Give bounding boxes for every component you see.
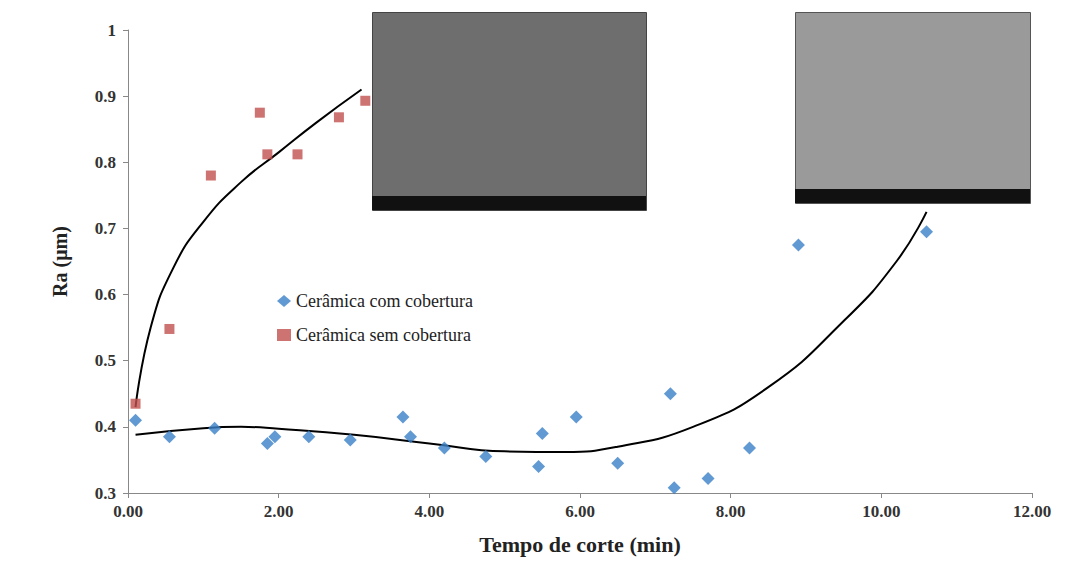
svg-text:Cerâmica com cobertura: Cerâmica com cobertura [296, 291, 473, 311]
svg-text:0.00: 0.00 [113, 502, 143, 521]
svg-text:Tempo de corte (min): Tempo de corte (min) [479, 532, 680, 557]
svg-text:Cerâmica sem cobertura: Cerâmica sem cobertura [296, 325, 471, 345]
svg-text:1: 1 [108, 21, 117, 40]
svg-text:4.00: 4.00 [414, 502, 444, 521]
svg-text:0.3: 0.3 [95, 484, 116, 503]
svg-text:0.4: 0.4 [95, 417, 117, 436]
svg-text:10.00: 10.00 [862, 502, 900, 521]
svg-text:0.8: 0.8 [95, 153, 116, 172]
svg-text:0.5: 0.5 [95, 351, 116, 370]
svg-text:0.9: 0.9 [95, 87, 116, 106]
svg-text:Ra (μm): Ra (μm) [49, 226, 72, 297]
svg-text:8.00: 8.00 [716, 502, 746, 521]
svg-text:0.7: 0.7 [95, 219, 117, 238]
svg-text:6.00: 6.00 [565, 502, 595, 521]
svg-text:0.6: 0.6 [95, 285, 116, 304]
svg-text:2.00: 2.00 [264, 502, 294, 521]
svg-text:12.00: 12.00 [1013, 502, 1051, 521]
